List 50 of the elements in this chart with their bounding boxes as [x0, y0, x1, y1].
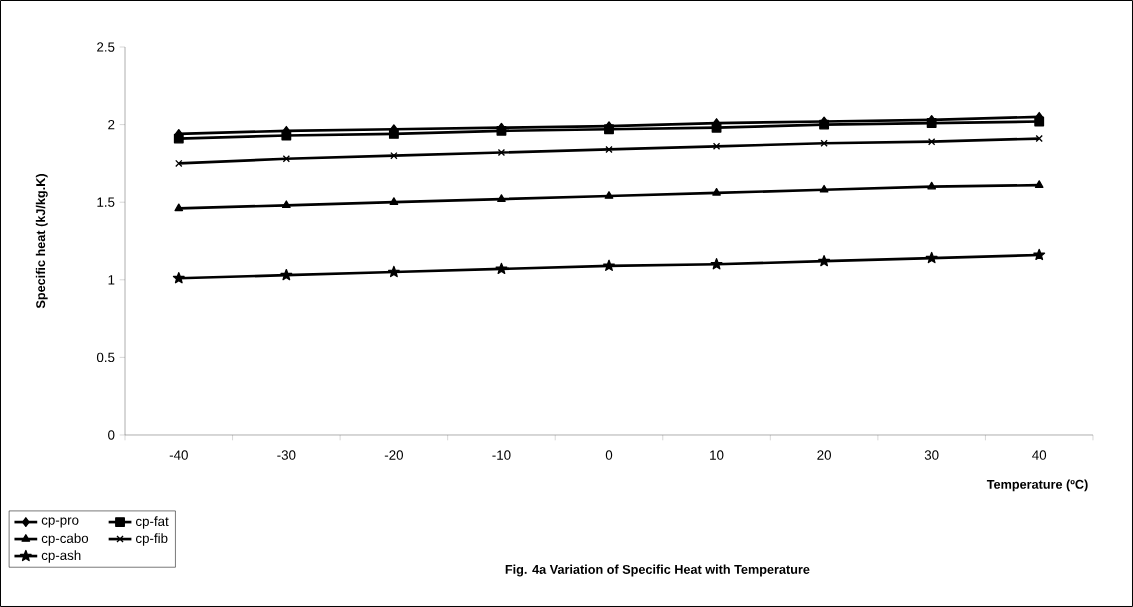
point — [387, 265, 400, 278]
y-axis-title: Specific heat (kJ/kg.K) — [35, 174, 48, 309]
point — [604, 191, 614, 199]
x-tick-label: -20 — [384, 450, 404, 460]
y-tick-label: 1.5 — [97, 197, 115, 207]
legend-label: cp-fat — [135, 516, 169, 529]
point — [174, 203, 184, 212]
legend-label: cp-fib — [135, 533, 168, 546]
y-tick-label: 2 — [108, 119, 115, 130]
point — [925, 251, 938, 264]
x-tick-label: 0 — [605, 450, 613, 460]
x-tick-label: 10 — [710, 450, 724, 460]
point — [1033, 248, 1046, 261]
y-tick-label: 1 — [108, 275, 115, 285]
y-tick-label: 2.5 — [97, 42, 115, 52]
point — [819, 184, 829, 193]
point — [603, 259, 615, 271]
x-tick-label: -40 — [169, 450, 188, 460]
x-tick-label: 40 — [1032, 450, 1047, 460]
legend-label: cp-pro — [41, 517, 79, 528]
point — [712, 142, 721, 151]
x-tick-label: 20 — [817, 450, 831, 460]
point — [712, 187, 721, 196]
point — [389, 197, 399, 205]
point — [1035, 134, 1043, 143]
point — [1034, 180, 1044, 188]
text: Fig. 4a Variation of Specific Heat with Temperature — [505, 564, 810, 577]
point — [495, 262, 508, 275]
point — [710, 258, 723, 270]
point — [281, 200, 291, 209]
x-tick-label: -30 — [277, 450, 296, 460]
legend-label: cp-cabo — [41, 533, 89, 546]
point — [1034, 116, 1045, 127]
point — [927, 181, 937, 190]
point — [175, 159, 183, 168]
legend-label: cp-ash — [41, 550, 81, 563]
point — [818, 254, 831, 267]
point — [173, 133, 184, 144]
x-tick-label: -10 — [492, 450, 511, 460]
y-tick-label: 0.5 — [96, 352, 115, 363]
point — [820, 139, 828, 147]
point — [605, 145, 613, 154]
x-axis-title: Temperature (ºC) — [986, 479, 1088, 492]
point — [497, 194, 506, 202]
x-tick-label: 30 — [924, 450, 939, 460]
point — [390, 151, 398, 160]
point — [282, 155, 291, 163]
point — [172, 272, 185, 284]
y-tick-label: 0 — [108, 430, 115, 440]
point — [280, 268, 293, 281]
